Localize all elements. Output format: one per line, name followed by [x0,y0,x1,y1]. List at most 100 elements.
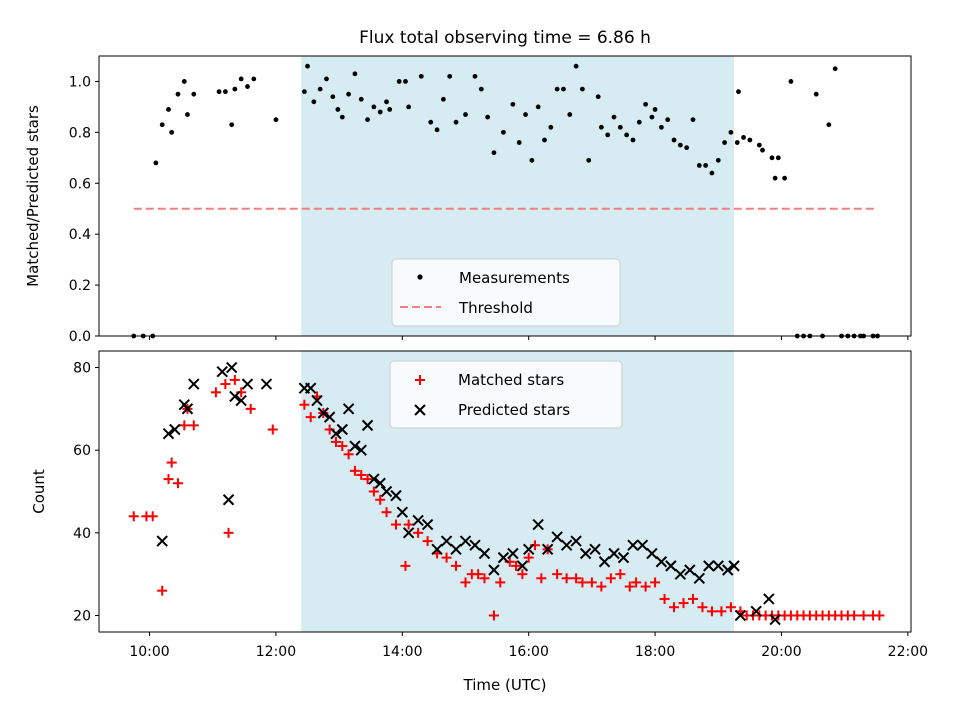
matched-star-point [343,449,354,460]
time-x-tick-label: 12:00 [256,644,296,660]
ratio-y-tick-label: 1.0 [69,74,91,90]
predicted-star-point [181,403,194,415]
ratio-x-ticks [149,336,909,340]
matched-star-point [577,577,588,588]
predicted-star-point [336,423,348,436]
matched-star-point [128,511,139,522]
legend-predicted-marker [414,404,426,416]
measurement-point [166,107,171,112]
predicted-star-point [355,444,367,456]
measurement-point [598,124,604,130]
matched-star-point [687,593,698,604]
measurement-point [358,96,364,102]
ratio-y-tick-label: 0.4 [69,227,91,243]
predicted-star-point [636,539,649,551]
matched-star-point [536,573,547,584]
matched-star-point [172,478,183,489]
ratio-y-tick-label: 0.2 [69,278,91,294]
predicted-star-point [646,547,658,560]
measurement-point [352,71,358,77]
measurement-point [826,122,832,128]
predicted-star-point [361,419,374,432]
legend-threshold-label: Threshold [458,299,533,317]
matched-star-point [678,598,689,609]
predicted-star-point [469,539,481,551]
predicted-star-point [712,560,724,572]
measurement-point [428,119,434,125]
matched-star-point [631,577,642,588]
matched-star-point [349,465,360,476]
predicted-star-point [317,407,330,419]
measurement-point [453,119,459,125]
ratio-legend: Measurements Threshold [391,258,621,327]
measurement-point [516,140,522,145]
matched-star-point [697,602,708,613]
measurement-point [377,109,383,115]
count-legend: Matched stars Predicted stars [389,360,623,429]
measurement-point [617,124,623,130]
measurement-point [273,117,279,123]
matched-star-point [299,399,310,410]
predicted-star-point [655,556,668,568]
predicted-star-point [522,543,535,556]
predicted-star-point [703,560,715,572]
time-x-tick-label: 22:00 [888,644,928,660]
measurement-point [649,114,655,120]
measurement-point [813,91,819,97]
predicted-star-point [750,605,762,618]
count-y-axis-label: Count [30,469,48,514]
predicted-star-point [734,609,747,622]
predicted-star-point [396,506,409,518]
time-x-tick-label: 10:00 [129,644,169,660]
measurement-points [131,63,880,339]
predicted-star-point [330,427,342,440]
count-y-ticks: 20 40 60 80 [73,361,99,624]
matched-star-point [650,577,661,588]
measurement-point [311,99,317,105]
predicted-star-point [229,390,241,403]
measurement-point [463,112,468,117]
measurement-point [624,132,630,138]
legend-matched-label: Matched stars [458,371,564,389]
measurement-point [769,155,775,161]
measurement-point [703,163,709,168]
legend-measurement-marker [417,274,423,280]
predicted-star-point [627,539,639,551]
matched-star-point [163,474,174,485]
measurement-point [671,137,677,143]
predicted-star-point [769,613,781,626]
measurement-point [665,117,671,123]
predicted-star-point [349,440,361,452]
matched-star-point [874,610,885,621]
matched-star-point [640,581,651,592]
matched-star-point [337,441,348,452]
measurement-point [191,91,197,97]
matched-star-point [267,424,278,435]
matched-star-point [552,569,563,580]
measurement-point [406,104,412,110]
measurement-point [736,89,741,95]
measurement-point [491,150,497,156]
measurement-point [760,147,765,153]
measurement-point [696,163,702,168]
measurement-point [175,91,181,97]
ratio-y-tick-label: 0.8 [69,125,91,141]
matched-star-point [441,552,452,563]
measurement-point [747,137,753,143]
predicted-star-point [225,361,238,374]
matched-star-point [413,527,424,538]
predicted-star-point [431,543,443,556]
measurement-point [222,89,228,95]
matched-star-point [368,486,379,497]
measurement-point [447,73,453,79]
measurement-point [690,117,696,123]
measurement-point [782,175,788,181]
measurement-point [181,79,187,84]
matched-star-point [381,507,392,518]
measurement-point [775,155,781,161]
measurement-point [611,114,617,120]
matched-star-point [615,569,626,580]
measurement-point [324,76,329,82]
count-y-tick-label: 80 [73,361,91,377]
matched-star-point [400,560,411,571]
